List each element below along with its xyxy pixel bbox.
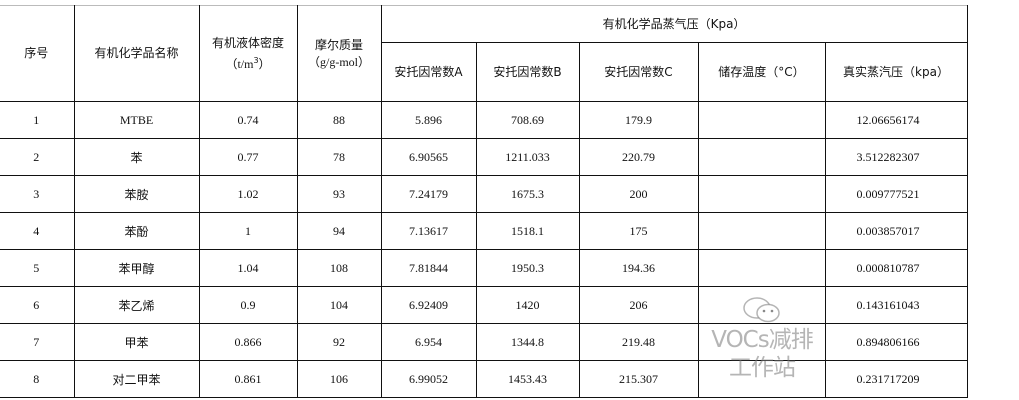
cell-c: 200 <box>578 175 699 213</box>
cell-index: 1 <box>0 101 75 139</box>
cell-name: 苯甲醇 <box>73 249 200 287</box>
cell-name: MTBE <box>73 101 200 139</box>
cell-a: 5.896 <box>380 101 477 139</box>
cell-index: 5 <box>0 249 75 287</box>
cell-name: 苯 <box>73 138 200 176</box>
table-row: 5 苯甲醇 1.04 108 7.81844 1950.3 194.36 0.00081078… <box>0 249 968 287</box>
table-row: 4 苯酚 1 94 7.13617 1518.1 175 0.003857017 <box>0 212 968 250</box>
cell-c: 175 <box>578 212 699 250</box>
cell-density: 0.866 <box>198 323 298 361</box>
cell-index: 8 <box>0 360 75 398</box>
cell-a: 7.24179 <box>380 175 477 213</box>
cell-name: 甲苯 <box>73 323 200 361</box>
watermark-text: VOCs减排工作站 <box>711 327 813 381</box>
header-true-vapor: 真实蒸汽压（kpa） <box>824 42 968 102</box>
table-row: 3 苯胺 1.02 93 7.24179 1675.3 200 0.009777521 <box>0 175 968 213</box>
cell-index: 7 <box>0 323 75 361</box>
cell-a: 6.954 <box>380 323 477 361</box>
cell-a: 7.81844 <box>380 249 477 287</box>
cell-b: 1453.43 <box>475 360 580 398</box>
table-row: 2 苯 0.77 78 6.90565 1211.033 220.79 3.512282307 <box>0 138 968 176</box>
watermark: VOCs减排工作站 <box>701 296 823 382</box>
cell-c: 206 <box>578 286 699 324</box>
cell-b: 1675.3 <box>475 175 580 213</box>
header-antoine-b: 安托因常数B <box>475 42 580 102</box>
cell-pressure: 0.894806166 <box>824 323 968 361</box>
cell-pressure: 0.003857017 <box>824 212 968 250</box>
cell-molar-mass: 108 <box>296 249 382 287</box>
cell-b: 1211.033 <box>475 138 580 176</box>
cell-a: 7.13617 <box>380 212 477 250</box>
wechat-icon <box>743 297 780 323</box>
cell-b: 708.69 <box>475 101 580 139</box>
cell-temp <box>697 175 826 213</box>
cell-b: 1950.3 <box>475 249 580 287</box>
cell-b: 1344.8 <box>475 323 580 361</box>
cell-density: 1.02 <box>198 175 298 213</box>
cell-density: 0.861 <box>198 360 298 398</box>
cell-density: 1.04 <box>198 249 298 287</box>
chemical-vapor-table: 序号 有机化学品名称 有机液体密度 （t/m3） 摩尔质量 （g/g-mol） 有机… <box>0 5 968 398</box>
cell-name: 苯酚 <box>73 212 200 250</box>
cell-c: 219.48 <box>578 323 699 361</box>
cell-b: 1420 <box>475 286 580 324</box>
cell-molar-mass: 92 <box>296 323 382 361</box>
cell-c: 194.36 <box>578 249 699 287</box>
header-density: 有机液体密度 （t/m3） <box>198 5 298 102</box>
cell-molar-mass: 106 <box>296 360 382 398</box>
cell-pressure: 0.009777521 <box>824 175 968 213</box>
cell-molar-mass: 104 <box>296 286 382 324</box>
cell-pressure: 0.000810787 <box>824 249 968 287</box>
header-antoine-a: 安托因常数A <box>380 42 477 102</box>
table-row: 8 对二甲苯 0.861 106 6.99052 1453.43 215.307 0.2317… <box>0 360 968 398</box>
cell-density: 0.74 <box>198 101 298 139</box>
cell-temp <box>697 138 826 176</box>
table-row: 7 甲苯 0.866 92 6.954 1344.8 219.48 0.894806166 <box>0 323 968 361</box>
cell-index: 2 <box>0 138 75 176</box>
cell-molar-mass: 94 <box>296 212 382 250</box>
cell-c: 179.9 <box>578 101 699 139</box>
cell-index: 4 <box>0 212 75 250</box>
header-antoine-c: 安托因常数C <box>578 42 699 102</box>
cell-name: 对二甲苯 <box>73 360 200 398</box>
cell-a: 6.99052 <box>380 360 477 398</box>
cell-temp <box>697 323 826 361</box>
table-row: 1 MTBE 0.74 88 5.896 708.69 179.9 12.06656174 <box>0 101 968 139</box>
cell-index: 3 <box>0 175 75 213</box>
cell-molar-mass: 93 <box>296 175 382 213</box>
cell-pressure: 12.06656174 <box>824 101 968 139</box>
cell-temp <box>697 249 826 287</box>
header-vapor-group: 有机化学品蒸气压（Kpa） <box>380 5 968 43</box>
cell-pressure: 3.512282307 <box>824 138 968 176</box>
cell-pressure: 0.231717209 <box>824 360 968 398</box>
cell-molar-mass: 78 <box>296 138 382 176</box>
cell-density: 1 <box>198 212 298 250</box>
cell-index: 6 <box>0 286 75 324</box>
cell-c: 215.307 <box>578 360 699 398</box>
header-name: 有机化学品名称 <box>73 5 200 102</box>
header-storage-temp: 储存温度（°C） <box>697 42 826 102</box>
cell-temp <box>697 360 826 398</box>
cell-a: 6.90565 <box>380 138 477 176</box>
cell-pressure: 0.143161043 <box>824 286 968 324</box>
header-molar-mass: 摩尔质量 （g/g-mol） <box>296 5 382 102</box>
cell-temp <box>697 101 826 139</box>
header-index: 序号 <box>0 5 75 102</box>
cell-density: 0.9 <box>198 286 298 324</box>
cell-c: 220.79 <box>578 138 699 176</box>
cell-temp <box>697 212 826 250</box>
cell-density: 0.77 <box>198 138 298 176</box>
cell-molar-mass: 88 <box>296 101 382 139</box>
cell-name: 苯胺 <box>73 175 200 213</box>
cell-name: 苯乙烯 <box>73 286 200 324</box>
cell-a: 6.92409 <box>380 286 477 324</box>
cell-b: 1518.1 <box>475 212 580 250</box>
